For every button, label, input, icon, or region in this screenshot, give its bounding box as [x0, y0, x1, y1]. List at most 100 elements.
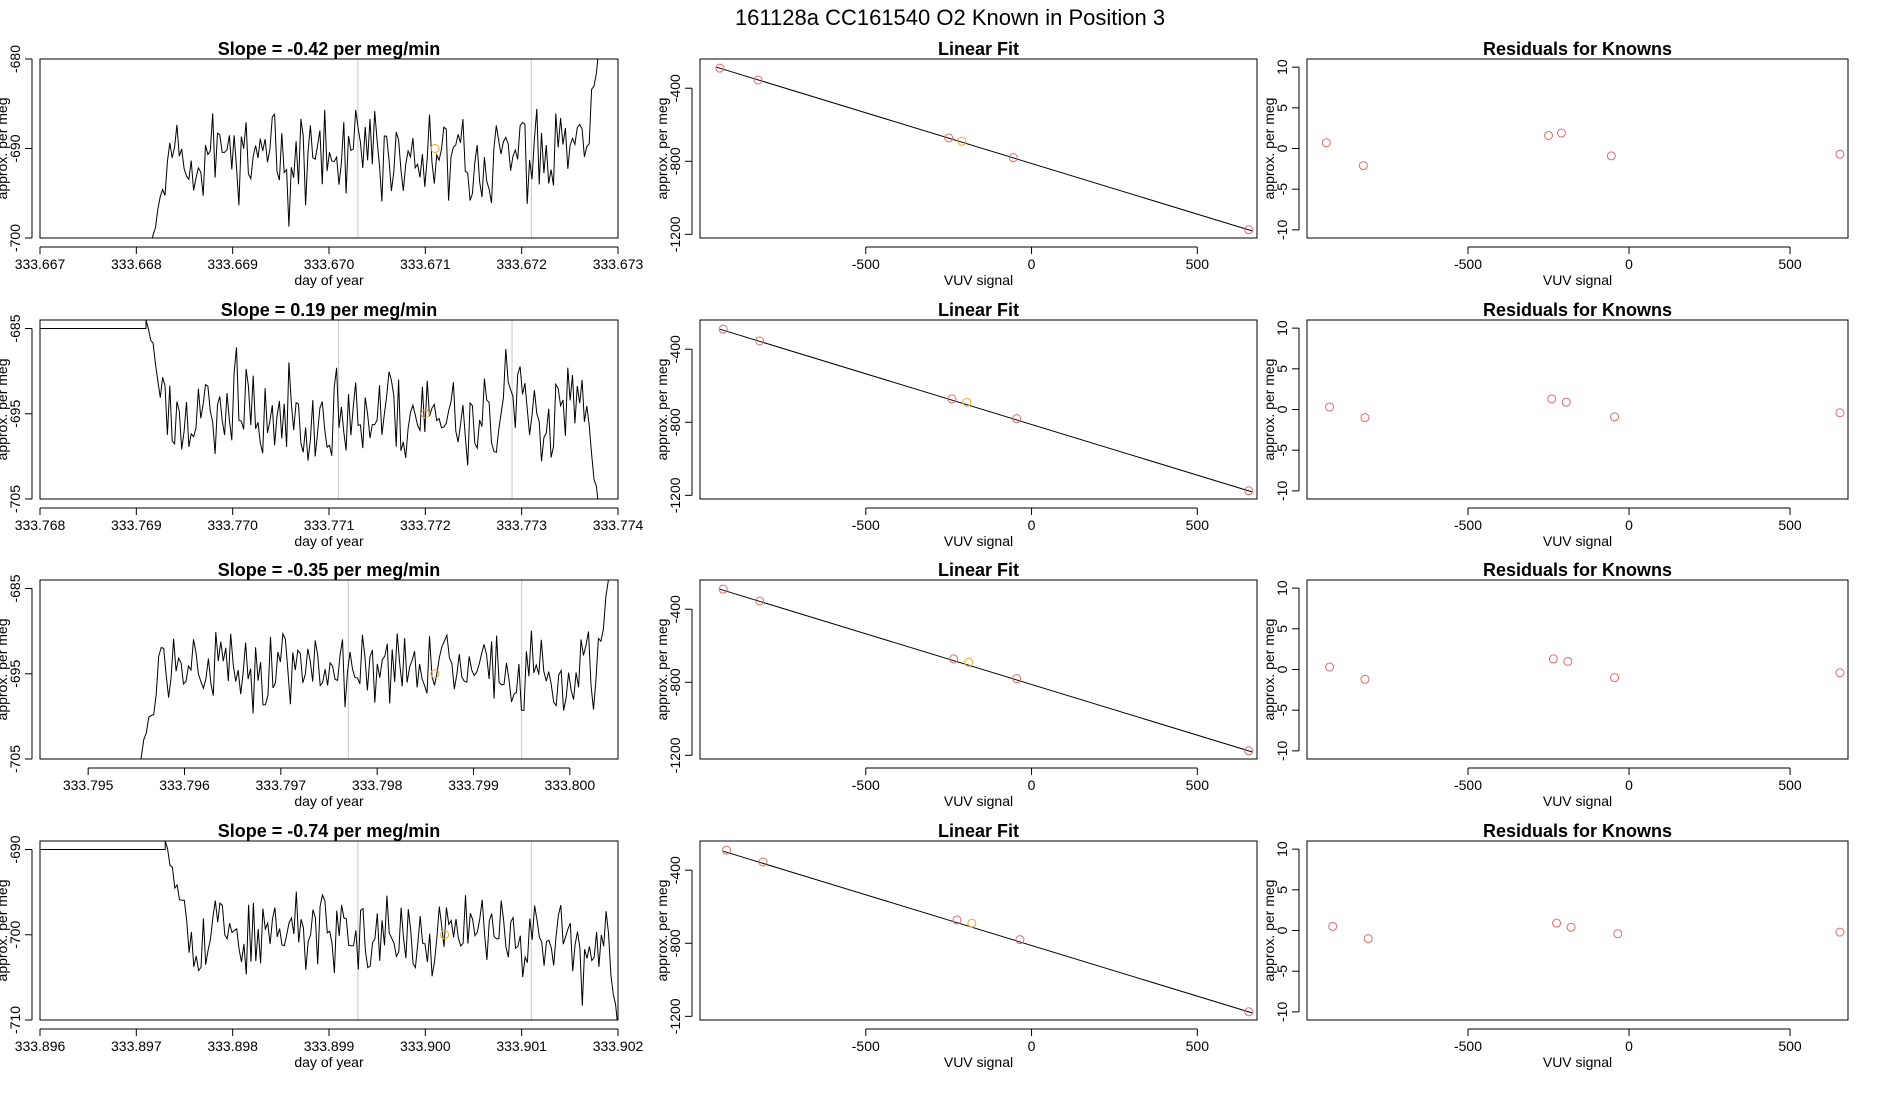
x-tick-label: 333.772	[400, 517, 451, 533]
highlight-point	[957, 136, 967, 146]
x-tick-label: 500	[1778, 256, 1802, 272]
plot-frame	[699, 579, 1258, 760]
y-tick-label: 5	[1274, 365, 1290, 373]
plot-frame	[39, 579, 619, 760]
x-tick-label: 333.896	[15, 1038, 66, 1054]
y-tick-label: -10	[1274, 1002, 1290, 1022]
y-tick-label: -690	[7, 134, 23, 162]
x-tick-label: 333.795	[63, 777, 114, 793]
highlight-point	[964, 657, 974, 667]
x-tick-label: 333.672	[496, 256, 547, 272]
y-tick-label: 10	[1274, 320, 1290, 336]
y-tick-label: 10	[1274, 841, 1290, 857]
data-point	[1321, 138, 1331, 148]
x-tick-label: 0	[1625, 777, 1633, 793]
data-point	[1556, 128, 1566, 138]
x-tick-label: 333.770	[207, 517, 258, 533]
data-point	[1328, 921, 1338, 931]
plot-area	[40, 841, 618, 1020]
panel-title: Linear Fit	[938, 821, 1019, 841]
panel-2-2: Linear Fit -500 0 500 VUV signal -1200 -800 -40…	[654, 300, 1258, 549]
data-point	[1835, 149, 1845, 159]
y-tick-label: -800	[667, 929, 683, 957]
plot-area	[722, 845, 1254, 1017]
y-tick-label: -1200	[667, 216, 683, 252]
x-tick-label: 0	[1625, 1038, 1633, 1054]
data-point	[758, 857, 768, 867]
y-tick-label: -5	[1274, 444, 1290, 457]
panel-4-2: Linear Fit -500 0 500 VUV signal -1200 -800 -40…	[654, 821, 1258, 1070]
panel-2-1: Slope = 0.19 per meg/min 333.768 333.769 33…	[0, 300, 644, 549]
y-tick-label: -400	[667, 856, 683, 884]
panel-title: Slope = -0.42 per meg/min	[218, 39, 441, 59]
y-tick-label: -700	[7, 224, 23, 252]
y-tick-label: 10	[1274, 59, 1290, 75]
y-tick-label: -680	[7, 45, 23, 73]
data-point	[755, 336, 765, 346]
panel-2-3: Residuals for Knowns -500 0 500 VUV signal -1…	[1261, 300, 1849, 549]
data-point	[715, 63, 725, 73]
y-axis-label: approx. per meg	[0, 880, 10, 982]
y-tick-label: 5	[1274, 104, 1290, 112]
fit-line	[719, 328, 1253, 493]
highlight-point	[967, 918, 977, 928]
panel-3-3: Residuals for Knowns -500 0 500 VUV signal -1…	[1261, 560, 1849, 809]
x-tick-label: 333.768	[15, 517, 66, 533]
x-axis-label: VUV signal	[944, 272, 1013, 288]
data-point	[1012, 414, 1022, 424]
y-axis-label: approx. per meg	[654, 98, 670, 200]
x-tick-label: 333.800	[545, 777, 596, 793]
data-point	[1610, 412, 1620, 422]
highlight-point	[430, 144, 440, 153]
y-tick-label: -685	[7, 574, 23, 602]
data-point	[1244, 486, 1254, 496]
x-axis-label: day of year	[294, 1054, 364, 1070]
x-tick-label: 333.902	[593, 1038, 644, 1054]
x-tick-label: -500	[1454, 517, 1482, 533]
panel-1-1: Slope = -0.42 per meg/min 333.667 333.668 3…	[0, 39, 644, 288]
x-tick-label: 500	[1186, 1038, 1210, 1054]
panel-title: Linear Fit	[938, 300, 1019, 320]
y-axis-label: approx. per meg	[654, 619, 670, 721]
x-tick-label: 333.898	[207, 1038, 258, 1054]
x-tick-label: 333.769	[111, 517, 162, 533]
y-tick-label: 0	[1274, 665, 1290, 673]
x-tick-label: 0	[1028, 517, 1036, 533]
x-tick-label: 333.673	[593, 256, 644, 272]
highlight-point	[440, 930, 450, 940]
highlight-point	[962, 397, 972, 407]
data-point	[1012, 674, 1022, 684]
x-axis-label: VUV signal	[944, 793, 1013, 809]
panel-title: Slope = -0.74 per meg/min	[218, 821, 441, 841]
data-trace	[40, 841, 618, 1020]
y-tick-label: 5	[1274, 625, 1290, 633]
plot-area	[1328, 918, 1845, 944]
y-tick-label: -1200	[667, 737, 683, 773]
y-tick-label: -705	[7, 485, 23, 513]
y-axis-label: approx. per meg	[1261, 359, 1277, 461]
plot-frame	[39, 840, 619, 1021]
x-tick-label: 333.669	[207, 256, 258, 272]
plot-area	[1325, 394, 1845, 423]
data-point	[1325, 402, 1335, 412]
x-tick-label: 333.797	[256, 777, 307, 793]
data-point	[1358, 161, 1368, 171]
y-tick-label: -5	[1274, 704, 1290, 717]
x-tick-label: 500	[1778, 517, 1802, 533]
y-tick-label: -1200	[667, 998, 683, 1034]
y-tick-label: -800	[667, 408, 683, 436]
y-tick-label: -400	[667, 74, 683, 102]
figure-title: 161128a CC161540 O2 Known in Position 3	[735, 5, 1165, 30]
data-point	[1613, 929, 1623, 939]
x-tick-label: 333.771	[304, 517, 355, 533]
x-axis-label: VUV signal	[1543, 272, 1612, 288]
panel-title: Slope = 0.19 per meg/min	[221, 300, 438, 320]
fit-line	[716, 66, 1253, 232]
x-tick-label: 333.897	[111, 1038, 162, 1054]
panel-title: Slope = -0.35 per meg/min	[218, 560, 441, 580]
y-tick-label: -685	[7, 314, 23, 342]
plot-frame	[1306, 319, 1849, 500]
x-axis-label: VUV signal	[944, 1054, 1013, 1070]
plot-area	[40, 320, 599, 499]
y-axis-label: approx. per meg	[0, 619, 10, 721]
